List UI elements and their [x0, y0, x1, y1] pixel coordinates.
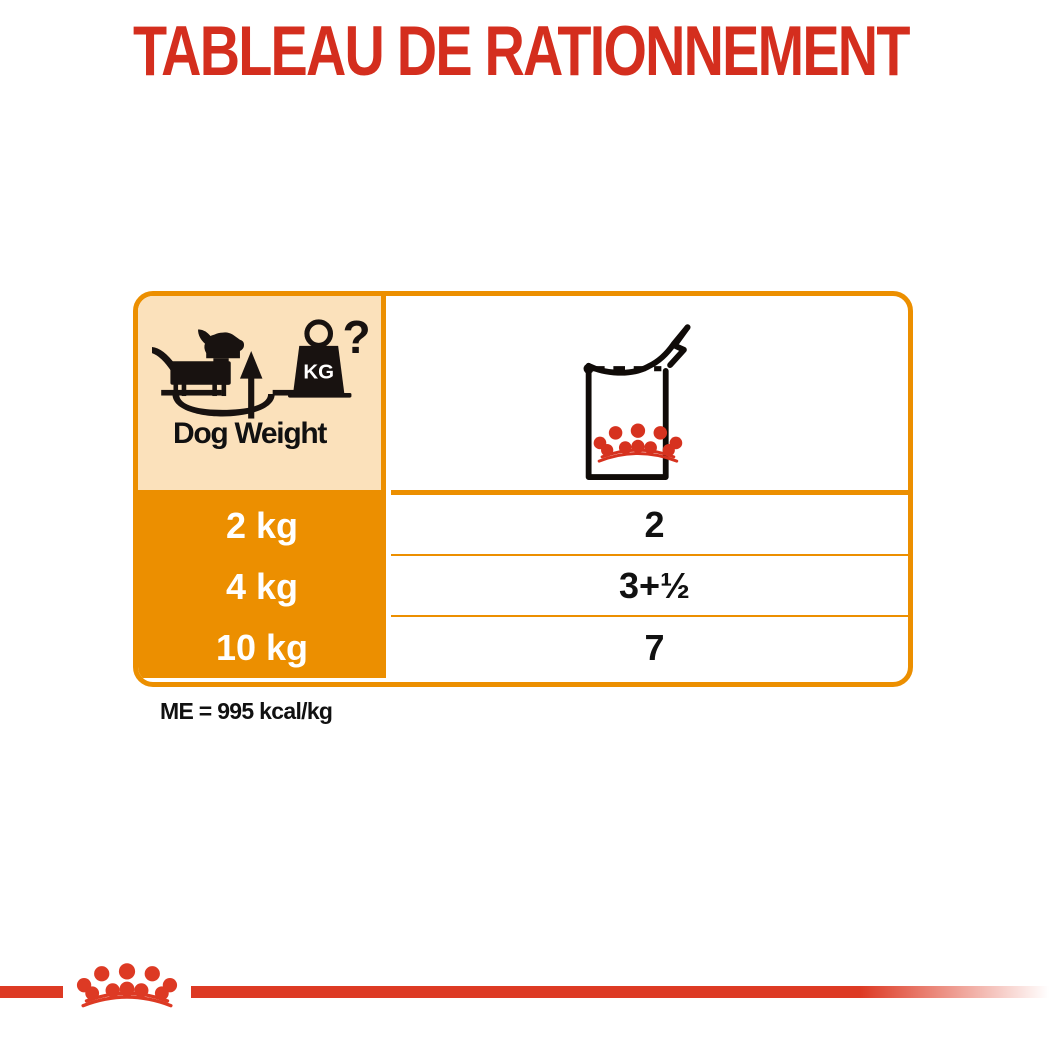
- svg-text:KG: KG: [303, 361, 334, 384]
- svg-text:?: ?: [342, 318, 370, 363]
